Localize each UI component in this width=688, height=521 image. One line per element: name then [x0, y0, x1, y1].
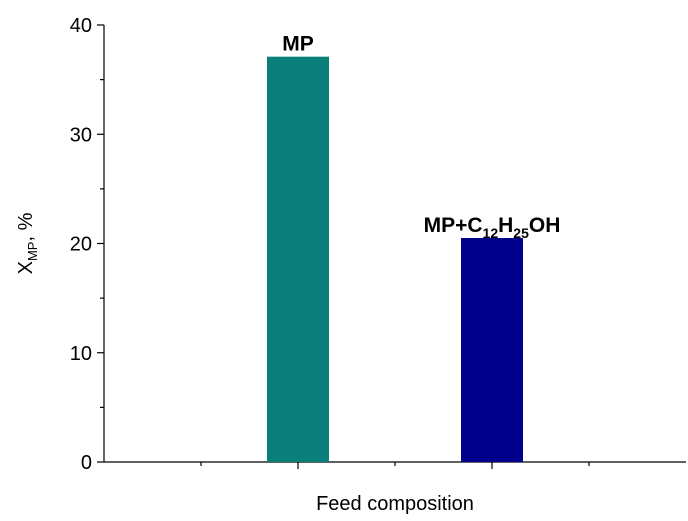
y-tick-label: 10 [70, 343, 92, 365]
y-tick-label: 30 [70, 124, 92, 146]
bar-1 [267, 56, 329, 463]
y-axis-title: XMP, % [15, 212, 40, 274]
bar-label-2: MP+C12H25OH [424, 214, 561, 241]
y-tick-label: 20 [70, 234, 92, 256]
bar-labels: MP MP+C12H25OH [282, 33, 560, 241]
y-tick-label: 0 [81, 452, 92, 474]
bar-label-1: MP [282, 33, 314, 56]
x-axis-title: Feed composition [316, 493, 474, 515]
bars [267, 56, 523, 463]
y-axis: 0 10 20 30 40 [70, 15, 105, 474]
x-axis [104, 461, 686, 469]
bar-2 [461, 238, 523, 462]
y-tick-label: 40 [70, 15, 92, 37]
